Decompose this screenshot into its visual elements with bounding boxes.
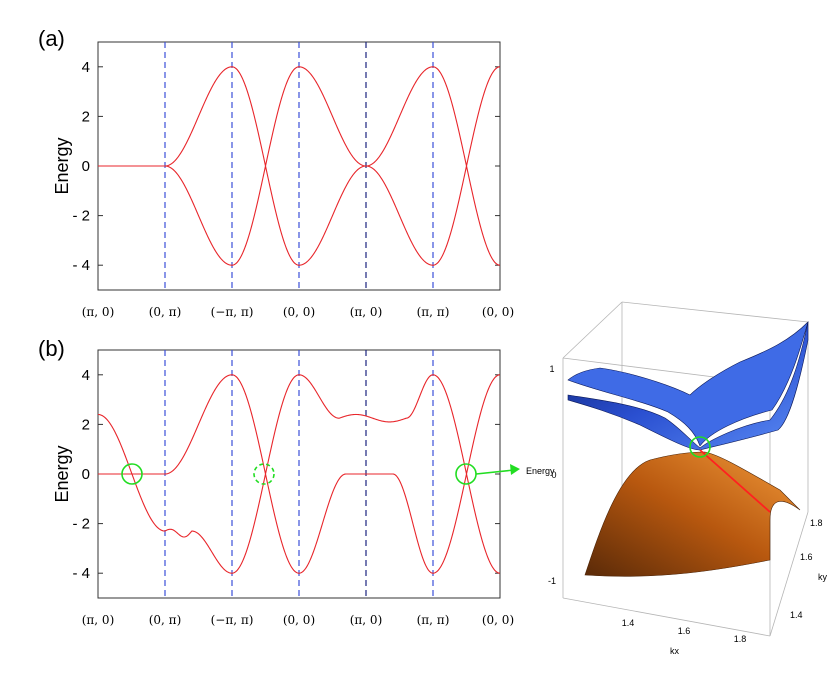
x-tick-label-3d: 1.4 — [622, 618, 635, 628]
energy-bands-b — [97, 374, 501, 574]
energy-bands-a — [98, 66, 501, 266]
x-tick-label: (0, 0) — [482, 305, 514, 319]
z-tick-label: 0 — [551, 470, 556, 480]
x-tick-label: (π, 0) — [82, 305, 115, 319]
y-tick-label-3d: 1.6 — [800, 552, 813, 562]
y-axis-label-b: Energy — [52, 445, 72, 502]
z-axis-label-3d: Energy — [526, 466, 555, 476]
dirac-point-marker — [689, 436, 711, 458]
y-tick-label-3d: 1.8 — [810, 518, 823, 528]
y-tick-label: 0 — [82, 158, 90, 175]
arrow-line — [475, 469, 515, 475]
x-tick-label: (π, π) — [417, 613, 450, 627]
y-tick-label: 2 — [82, 416, 90, 433]
band-line — [98, 374, 501, 574]
x-tick-label: (0, 0) — [283, 305, 315, 319]
x-axis-label-3d: kx — [670, 646, 680, 656]
crossing-marker-1 — [121, 463, 143, 485]
z-tick-label: -1 — [548, 576, 556, 586]
surface-plot-3d: Energy 1 0 -1 1.4 1.6 1.8 1.4 1.6 1.8 kx ky — [526, 301, 828, 656]
band-chart-a: 4 2 0 - 2 - 4 Energy (π, 0) (0, π) (−π, π) (0, … — [52, 41, 514, 319]
y-tick-label: 4 — [82, 367, 90, 384]
z-axis-ticks-3d: 1 0 -1 — [548, 364, 557, 586]
z-tick-label: 1 — [549, 364, 554, 374]
y-tick-label: 0 — [82, 466, 90, 483]
band-line — [97, 374, 501, 574]
x-tick-label: (π, 0) — [350, 613, 383, 627]
x-tick-label: (−π, π) — [211, 305, 254, 319]
x-tick-label: (0, 0) — [283, 613, 315, 627]
y-tick-label-3d: 1.4 — [790, 610, 803, 620]
arrow-head — [510, 464, 520, 475]
y-tick-label: 2 — [82, 108, 90, 125]
x-tick-label-3d: 1.6 — [678, 626, 691, 636]
y-axis-ticks-3d: 1.4 1.6 1.8 — [790, 518, 823, 620]
x-tick-label: (−π, π) — [211, 613, 254, 627]
x-tick-label: (0, π) — [149, 613, 182, 627]
y-axis-label-3d: ky — [818, 572, 828, 582]
x-tick-label: (0, π) — [149, 305, 182, 319]
y-axis-ticks-a: 4 2 0 - 2 - 4 — [72, 59, 500, 274]
x-tick-label: (π, π) — [417, 305, 450, 319]
y-axis-label-a: Energy — [52, 137, 72, 194]
y-axis-ticks-b: 4 2 0 - 2 - 4 — [72, 367, 500, 582]
band-chart-b: 4 2 0 - 2 - 4 Energy (π, 0) (0, π) (−π, π) (0, … — [52, 349, 520, 627]
x-axis-ticks-3d: 1.4 1.6 1.8 — [622, 618, 747, 644]
y-tick-label: - 2 — [72, 516, 90, 533]
lower-band-surface — [584, 451, 801, 577]
x-axis-ticks-b: (π, 0) (0, π) (−π, π) (0, 0) (π, 0) (π, π) (0,… — [82, 613, 514, 627]
band-line — [98, 66, 501, 266]
x-axis-ticks-a: (π, 0) (0, π) (−π, π) (0, 0) (π, 0) (π, π) (0,… — [82, 305, 514, 319]
k-point-lines-a — [164, 42, 434, 290]
y-tick-label: - 4 — [72, 565, 90, 582]
x-tick-label-3d: 1.8 — [734, 634, 747, 644]
y-tick-label: 4 — [82, 59, 90, 76]
panel-label-a: (a) — [38, 26, 65, 51]
upper-band-top — [567, 320, 809, 447]
y-tick-label: - 4 — [72, 257, 90, 274]
y-tick-label: - 2 — [72, 208, 90, 225]
x-tick-label: (π, 0) — [82, 613, 115, 627]
cut-line — [699, 449, 771, 513]
x-tick-label: (π, 0) — [350, 305, 383, 319]
x-tick-label: (0, 0) — [482, 613, 514, 627]
panel-label-b: (b) — [38, 336, 65, 361]
crossing-marker-2 — [253, 463, 275, 485]
